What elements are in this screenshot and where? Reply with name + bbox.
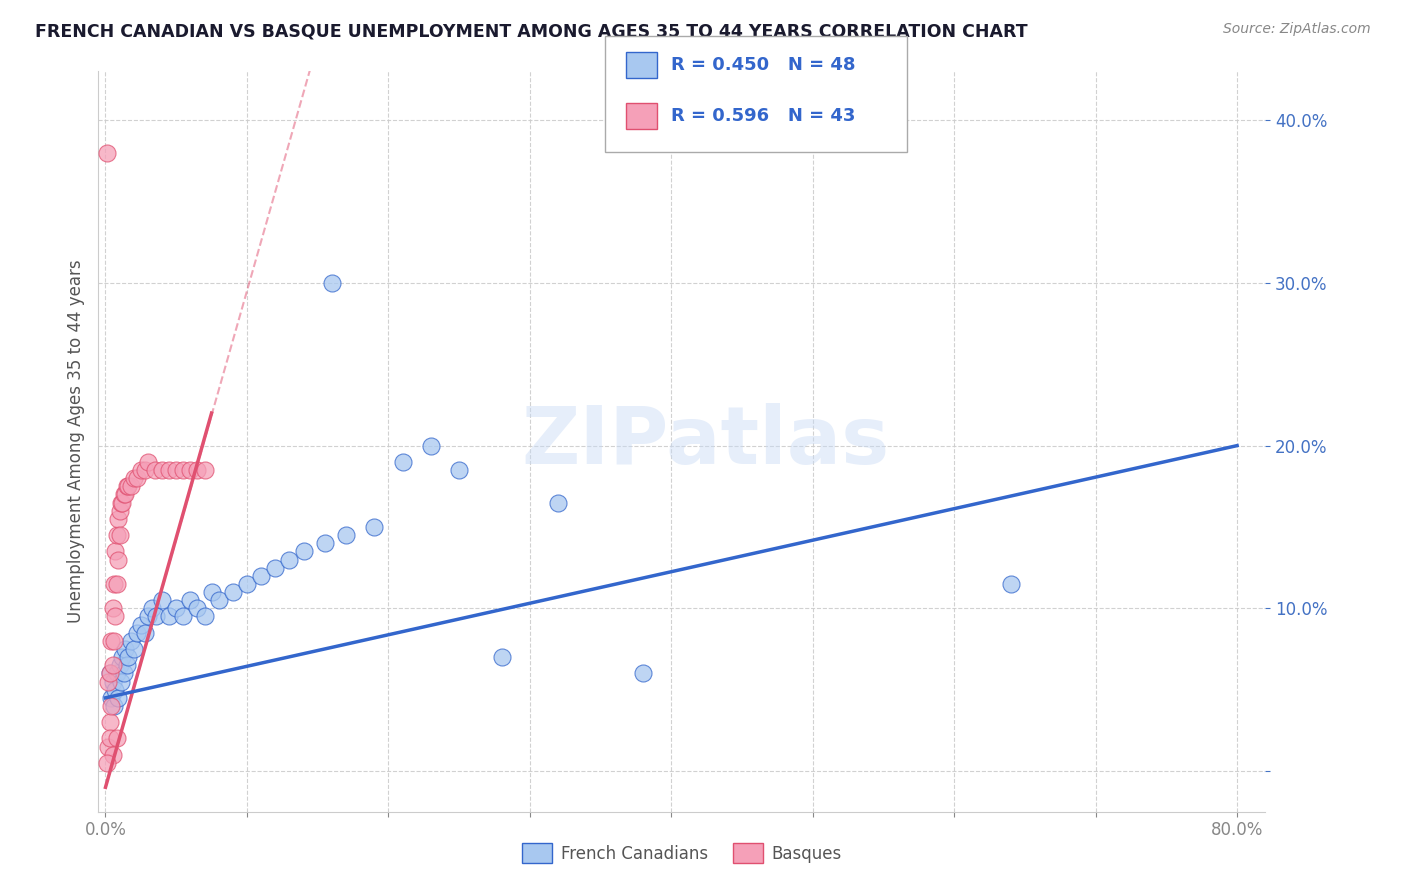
Point <box>100 698 122 713</box>
Point <box>200 585 222 599</box>
Point <box>117 479 139 493</box>
Text: FRENCH CANADIAN VS BASQUE UNEMPLOYMENT AMONG AGES 35 TO 44 YEARS CORRELATION CHA: FRENCH CANADIAN VS BASQUE UNEMPLOYMENT A… <box>35 22 1028 40</box>
Point <box>419 439 441 453</box>
Point <box>547 495 569 509</box>
Point <box>122 642 145 657</box>
Point <box>101 674 124 689</box>
Point <box>101 601 124 615</box>
Point <box>236 577 259 591</box>
Point <box>125 625 148 640</box>
Point <box>250 568 273 582</box>
Point <box>208 593 231 607</box>
Point <box>105 577 128 591</box>
Point <box>172 463 194 477</box>
Point <box>150 593 173 607</box>
Point <box>157 463 180 477</box>
Point <box>143 463 166 477</box>
Point <box>120 633 142 648</box>
Point <box>96 756 118 770</box>
Point <box>186 463 208 477</box>
Point <box>120 479 142 493</box>
Point <box>134 463 156 477</box>
Point <box>193 463 215 477</box>
Point <box>96 145 118 160</box>
Point <box>264 560 287 574</box>
Point <box>98 731 121 746</box>
Point <box>104 609 127 624</box>
Point <box>193 609 215 624</box>
Point <box>108 658 131 673</box>
Point <box>335 528 357 542</box>
Point <box>105 666 128 681</box>
Point <box>117 650 139 665</box>
Point <box>179 593 201 607</box>
Point <box>104 682 127 697</box>
Point <box>157 609 180 624</box>
Point <box>114 642 136 657</box>
Point <box>363 520 385 534</box>
Point <box>278 552 301 566</box>
Point <box>107 690 129 705</box>
Point <box>129 617 152 632</box>
Point <box>145 609 167 624</box>
Point <box>97 674 120 689</box>
Point <box>103 633 125 648</box>
Point <box>105 731 128 746</box>
Text: Source: ZipAtlas.com: Source: ZipAtlas.com <box>1223 22 1371 37</box>
Point <box>105 528 128 542</box>
Y-axis label: Unemployment Among Ages 35 to 44 years: Unemployment Among Ages 35 to 44 years <box>66 260 84 624</box>
Point <box>115 658 138 673</box>
Point <box>101 747 124 762</box>
Point <box>141 601 163 615</box>
Point <box>125 471 148 485</box>
Point <box>112 666 135 681</box>
Point <box>172 609 194 624</box>
Point <box>136 609 159 624</box>
Point <box>108 528 131 542</box>
Point <box>222 585 245 599</box>
Point <box>107 512 129 526</box>
Point <box>100 690 122 705</box>
Point <box>97 739 120 754</box>
Point <box>112 487 135 501</box>
Point <box>292 544 315 558</box>
Point <box>110 674 132 689</box>
Point <box>101 658 124 673</box>
Point <box>111 495 134 509</box>
Point <box>631 666 654 681</box>
Point <box>111 650 134 665</box>
Point <box>103 698 125 713</box>
Point <box>179 463 201 477</box>
Point <box>1000 577 1022 591</box>
Point <box>491 650 513 665</box>
Point <box>114 487 136 501</box>
Point <box>100 633 122 648</box>
Text: R = 0.450   N = 48: R = 0.450 N = 48 <box>671 56 855 74</box>
Point <box>165 463 187 477</box>
Point <box>129 463 152 477</box>
Point <box>134 625 156 640</box>
Point <box>314 536 336 550</box>
Point <box>449 463 471 477</box>
Point <box>122 471 145 485</box>
Point <box>136 455 159 469</box>
Point <box>103 577 125 591</box>
Point <box>110 495 132 509</box>
Legend: French Canadians, Basques: French Canadians, Basques <box>516 837 848 870</box>
Text: R = 0.596   N = 43: R = 0.596 N = 43 <box>671 107 855 125</box>
Point <box>186 601 208 615</box>
Point <box>107 552 129 566</box>
Point <box>150 463 173 477</box>
Point <box>104 544 127 558</box>
Point <box>115 479 138 493</box>
Point <box>98 715 121 730</box>
Point <box>98 666 121 681</box>
Point <box>165 601 187 615</box>
Point <box>391 455 413 469</box>
Point <box>108 504 131 518</box>
Point <box>321 276 343 290</box>
Text: ZIPatlas: ZIPatlas <box>522 402 890 481</box>
Point <box>98 666 121 681</box>
